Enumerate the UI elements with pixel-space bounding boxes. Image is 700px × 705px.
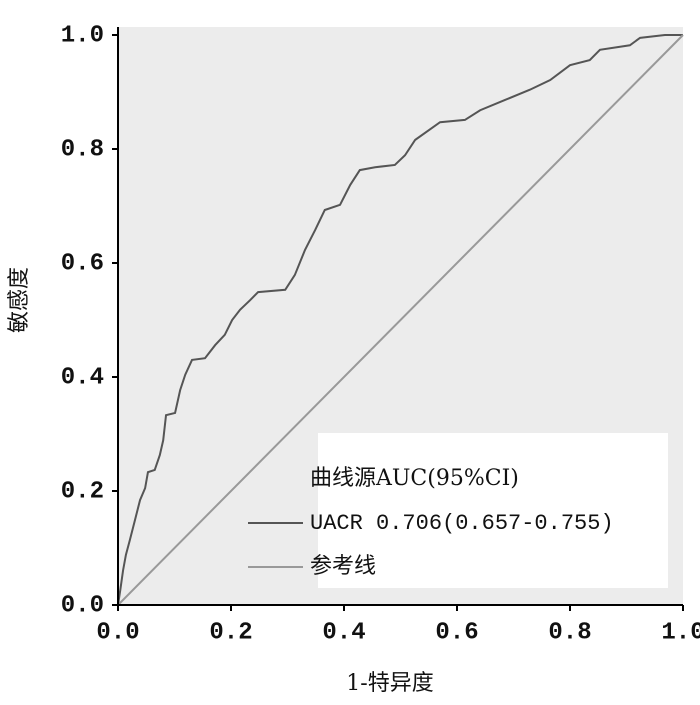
legend-label: 参考线: [310, 554, 376, 580]
series-line: [117, 34, 684, 606]
x-tick-label: 0.2: [209, 619, 252, 646]
y-tick-label: 0.4: [61, 364, 104, 391]
legend-box: [318, 433, 668, 588]
y-tick-label: 0.2: [61, 478, 104, 505]
x-axis-label: 1-特异度: [346, 671, 433, 696]
y-tick-label: 0.0: [61, 592, 104, 619]
legend-title: 曲线源AUC(95%CI): [310, 466, 519, 491]
x-tick-label: 0.0: [96, 619, 139, 646]
legend-label: UACR 0.706(0.657-0.755): [310, 511, 614, 536]
x-tick-label: 0.6: [435, 619, 478, 646]
y-tick-label: 1.0: [61, 22, 104, 49]
x-tick-label: 0.8: [548, 619, 591, 646]
y-axis-label: 敏感度: [7, 267, 32, 333]
y-tick-label: 0.8: [61, 136, 104, 163]
x-tick-label: 0.4: [322, 619, 365, 646]
series-line: [117, 34, 683, 606]
y-tick-label: 0.6: [61, 250, 104, 277]
x-tick-label: 1.0: [661, 619, 700, 646]
